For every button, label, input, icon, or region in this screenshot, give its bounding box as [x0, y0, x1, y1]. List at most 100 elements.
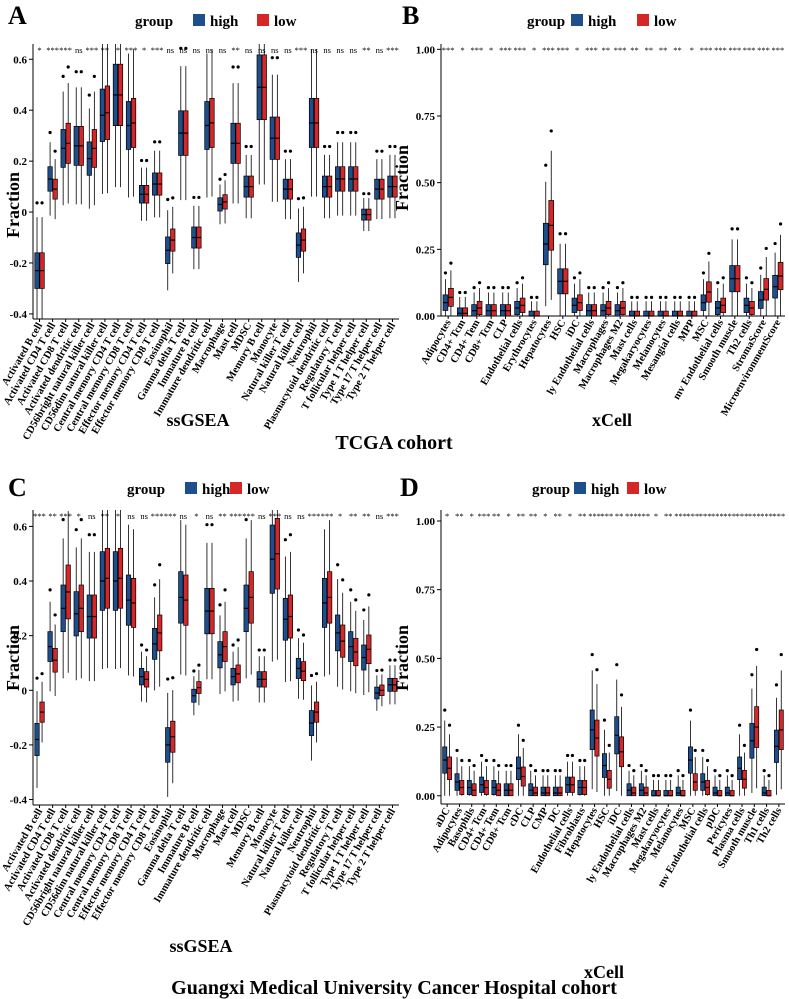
panel-d-significance: *** [625, 511, 638, 521]
panel-a-significance: ns [284, 45, 292, 55]
panel-a-ytick-label: -0.2 [10, 258, 28, 270]
panel-d-box-cd4-tem-high [491, 758, 497, 796]
panel-c-box-central-memory-cd8-t-cell-low [130, 529, 137, 677]
panel-d-box-cd8-tcm-low [508, 763, 514, 797]
panel-b-significance: * [460, 45, 464, 55]
panel-b-box-microenvironmentscore-high [772, 241, 778, 316]
panel-d-box-cd4-tem-low [496, 763, 502, 797]
panel-c-significance: ** [218, 511, 227, 521]
panel-a-box-mast-cell-low [235, 65, 241, 204]
panel-a-significance: ns [219, 45, 227, 55]
panel-c-significance: *** [151, 511, 164, 521]
panel-b-box-melanocytes-high [657, 295, 664, 317]
panel-a-box-macrophage-low [222, 172, 228, 224]
panel-b-box-microenvironmentscore-low [777, 222, 784, 316]
panel-d-box-adipocytes-high [454, 748, 460, 796]
panel-c-box-activated-cd8-t-cell-high [60, 518, 66, 679]
panel-c-box-activated-cd8-t-cell-low [65, 511, 71, 673]
panel-a-significance: *** [85, 45, 98, 55]
panel-b-box-macrophages-m2-high [614, 286, 621, 317]
panel-d-box-idc-high [614, 663, 620, 792]
panel-c-ytick-label: 0.4 [13, 576, 27, 588]
panel-d-box-cdc-high [516, 723, 521, 796]
panel-a-box-mdsc-high [243, 144, 249, 219]
panel-b-significance: *** [614, 45, 627, 55]
panel-d-significance: ** [529, 511, 538, 521]
panel-d-plot: 0.000.250.500.751.00aDC*Adipocytes**Baso… [416, 510, 785, 890]
panel-d-box-clp-low [533, 769, 538, 797]
panel-c-significance: * [116, 511, 120, 521]
panel-c: C group high low Fraction -0.4 -0.2 0 0.2 0.… [0, 473, 399, 956]
panel-b-significance: ** [659, 45, 668, 55]
panel-b-significance: *** [771, 45, 784, 55]
panel-c-box-natural-killer-cell-low [300, 633, 307, 700]
panel-c-significance: ** [101, 511, 110, 521]
panel-c-significance: *** [268, 511, 281, 521]
panel-a-significance: *** [125, 45, 138, 55]
panel-a-box-effector-memory-cd8-t-cell-high [152, 140, 158, 218]
panel-d-label: D [400, 473, 419, 502]
panel-b-box-hepatocytes-high [542, 163, 549, 307]
panel-b-box-cd4-tem-low [476, 281, 483, 316]
panel-a-box-memory-b-cell-low [261, 44, 267, 185]
panel-a-ytick-label: 0.2 [13, 156, 27, 168]
panel-c-box-central-memory-cd8-t-cell-high [125, 524, 132, 676]
panel-d-box-th2-cells-high [774, 683, 779, 795]
panel-b-box-macrophages-m2-low [620, 281, 626, 316]
panel-d-ylabel: Fraction [392, 625, 412, 691]
panel-c-box-natural-killer-t-cell-low [287, 533, 293, 682]
panel-c-box-central-memory-cd4-t-cell-low [117, 510, 124, 669]
panel-b-box-mast-cells-high [628, 295, 635, 317]
panel-c-significance: ns [258, 511, 266, 521]
panel-a-ytick-label: 0 [22, 207, 28, 219]
panel-c-box-type-2-t-helper-cell-high [387, 658, 393, 705]
panel-c-significance: * [194, 511, 198, 521]
panel-a-significance: ns [336, 45, 344, 55]
panel-c-ytick-label: -0.4 [10, 795, 28, 807]
panel-d-box-mast-cells-low [655, 774, 661, 797]
panel-a-legend-high-swatch [193, 14, 205, 26]
panel-c-significance: ** [48, 511, 57, 521]
panel-c-box-regulatory-t-cell-high [335, 563, 341, 687]
panel-a-box-gamma-delta-t-cell-low [183, 46, 189, 201]
panel-c-box-activated-cd4-t-cell-high [47, 588, 53, 692]
panel-d-box-th2-cells-low [778, 652, 784, 790]
panel-c-box-cd56bright-natural-killer-cell-high [86, 533, 92, 682]
panel-b-method: xCell [592, 410, 632, 430]
panel-a-box-monocyte-high [269, 56, 275, 202]
panel-c-box-effector-memory-cd8-t-cell-low [157, 563, 163, 687]
panel-d-box-melanocytes-low [680, 774, 686, 797]
panel-c-significance: ns [297, 511, 305, 521]
panel-a-box-regulatory-t-cell-low [340, 130, 346, 216]
panel-a-significance: * [37, 45, 41, 55]
panel-c-significance: ns [88, 511, 96, 521]
panel-b-significance: *** [513, 45, 526, 55]
panel-a-box-central-memory-cd4-t-cell-low [117, 44, 124, 188]
panel-a-box-eosinophil-high [165, 197, 171, 291]
panel-a-legend-low-swatch [257, 14, 269, 26]
panel-c-legend-low-swatch [230, 482, 242, 494]
panel-d: D group high low Fraction 0.00 0.25 0.50 0.… [392, 473, 785, 982]
panel-c-box-gamma-delta-t-cell-low [183, 524, 189, 676]
panel-d-box-macrophages-m2-low [643, 769, 649, 797]
panel-c-box-gamma-delta-t-cell-high [178, 520, 184, 675]
panel-a-significance: ns [310, 45, 318, 55]
panel-a-significance: ns [206, 45, 214, 55]
panel-c-box-natural-killer-cell-high [295, 628, 302, 699]
panel-c-box-mast-cell-low [235, 638, 241, 701]
panel-c-box-macrophage-low [222, 588, 228, 692]
panel-d-significance: *** [736, 511, 749, 521]
panel-a-box-immature-b-cell-high [191, 195, 197, 270]
panel-d-significance: *** [588, 511, 601, 521]
panel-d-box-endothelial-cells-low [569, 753, 575, 796]
panel-d-legend-low-label: low [644, 482, 667, 498]
panel-b-box-hsc-low [562, 232, 569, 316]
panel-a-significance: *** [151, 45, 164, 55]
panel-c-box-plasmacytoid-dendritic-cell-high [322, 529, 328, 677]
panel-c-box-t-follicular-helper-cell-low [353, 598, 359, 694]
panel-d-box-mast-cells-high [651, 774, 657, 797]
panel-c-box-immature-dendritic-cell-low [209, 523, 215, 680]
panel-b-box-cd4-tcm-high [456, 290, 463, 317]
